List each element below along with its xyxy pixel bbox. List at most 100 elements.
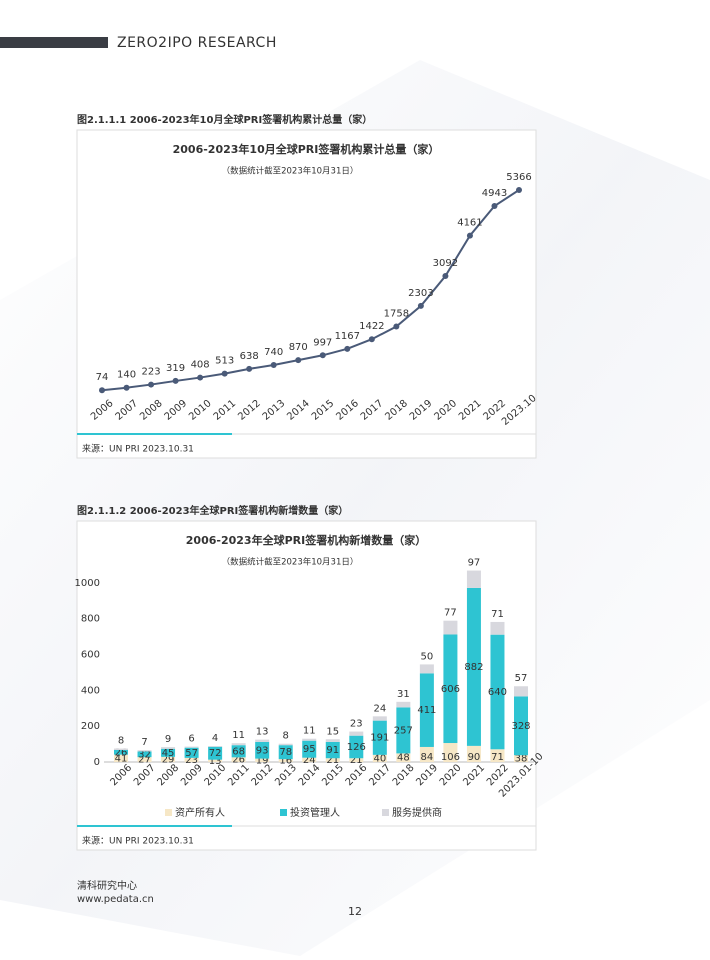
- data-label: 2303: [408, 288, 433, 299]
- bar-segment: [231, 745, 246, 758]
- point: [148, 381, 155, 388]
- legend-label: 投资管理人: [290, 806, 340, 819]
- data-label: 74: [96, 372, 109, 383]
- data-label: 8: [283, 731, 289, 742]
- data-label: 19: [256, 755, 269, 766]
- data-label: 21: [326, 755, 339, 766]
- data-label: 6: [188, 734, 194, 745]
- bar-segment: [208, 746, 223, 747]
- data-label: 740: [264, 347, 283, 358]
- point: [295, 357, 302, 364]
- figure-caption: 图2.1.1.2 2006-2023年全球PRI签署机构新增数量（家）: [77, 504, 348, 517]
- y-tick-label: 600: [81, 650, 100, 661]
- data-label: 78: [279, 747, 292, 758]
- bar-segment: [325, 739, 340, 742]
- bar-segment: [255, 758, 270, 762]
- data-label: 23: [350, 719, 363, 730]
- page-number: 12: [348, 905, 362, 918]
- bar-segment: [278, 743, 293, 746]
- bar-segment: [184, 746, 199, 748]
- data-label: 7: [141, 737, 147, 748]
- bar-segment: [184, 747, 199, 758]
- data-label: 638: [240, 351, 259, 362]
- bar-segment: [396, 707, 411, 754]
- data-label: 319: [166, 363, 185, 374]
- bar-segment: [419, 673, 434, 747]
- line: [101, 189, 520, 392]
- chart-title: 2006-2023年全球PRI签署机构新增数量（家）: [186, 533, 426, 547]
- bar-segment: [443, 743, 458, 762]
- point: [172, 377, 179, 384]
- bar-segment: [443, 620, 458, 635]
- data-label: 408: [191, 360, 210, 371]
- bar-segment: [349, 735, 364, 759]
- bar-segment: [231, 757, 246, 762]
- data-label: 106: [441, 752, 460, 763]
- bar-segment: [114, 748, 128, 751]
- legend-label: 资产所有人: [175, 806, 225, 819]
- data-label: 13: [209, 756, 222, 767]
- data-label: 45: [162, 748, 175, 759]
- data-label: 95: [303, 744, 316, 755]
- data-label: 1758: [384, 308, 409, 319]
- bar-segment: [325, 741, 340, 759]
- point: [466, 232, 473, 239]
- bar-segment: [419, 664, 434, 674]
- data-label: 257: [394, 725, 413, 736]
- bar-segment: [490, 749, 505, 762]
- chart-subtitle: （数据统计截至2023年10月31日）: [222, 166, 359, 177]
- bar-segment: [137, 757, 152, 762]
- data-label: 71: [491, 609, 504, 620]
- data-label: 48: [397, 753, 410, 764]
- data-label: 411: [417, 705, 436, 716]
- legend-swatch: [382, 809, 389, 816]
- data-label: 3092: [433, 258, 458, 269]
- data-label: 16: [279, 756, 292, 767]
- data-label: 328: [511, 721, 530, 732]
- point: [417, 302, 424, 309]
- point: [197, 374, 204, 381]
- bar-segment: [514, 686, 528, 697]
- bar-segment: [114, 754, 128, 762]
- data-label: 50: [421, 651, 434, 662]
- data-label: 29: [162, 754, 175, 765]
- data-label: 27: [138, 755, 151, 766]
- bar-segment: [396, 701, 411, 708]
- data-label: 4943: [482, 188, 507, 199]
- bar-segment: [372, 716, 387, 721]
- data-label: 26: [232, 755, 245, 766]
- header-bar: [0, 37, 108, 48]
- bar-segment: [514, 696, 528, 756]
- bar-segment: [396, 753, 411, 762]
- bar-segment: [372, 754, 387, 762]
- bar-segment: [302, 740, 317, 758]
- y-tick-label: 0: [94, 757, 100, 768]
- data-label: 71: [491, 752, 504, 763]
- data-label: 606: [441, 684, 460, 695]
- data-label: 4: [212, 733, 218, 744]
- bar-segment: [466, 587, 481, 746]
- data-label: 57: [515, 673, 528, 684]
- bar-segment: [372, 720, 387, 755]
- chart-source: 来源：UN PRI 2023.10.31: [82, 836, 194, 847]
- bar-segment: [349, 731, 364, 736]
- point: [393, 323, 400, 330]
- data-label: 997: [313, 337, 332, 348]
- point: [442, 273, 449, 280]
- data-label: 11: [232, 730, 245, 741]
- y-tick-label: 1000: [75, 578, 100, 589]
- data-label: 57: [185, 748, 198, 759]
- data-label: 126: [347, 742, 366, 753]
- bar-segment: [208, 759, 223, 762]
- data-label: 41: [115, 753, 128, 764]
- data-label: 1167: [335, 331, 360, 342]
- data-label: 640: [488, 687, 507, 698]
- bar-segment: [278, 745, 293, 760]
- bar-segment: [184, 757, 199, 762]
- bar-segment: [325, 758, 340, 762]
- legend-swatch: [165, 809, 172, 816]
- bar-segment: [231, 743, 246, 746]
- data-label: 9: [165, 734, 171, 745]
- bar-segment: [466, 570, 481, 588]
